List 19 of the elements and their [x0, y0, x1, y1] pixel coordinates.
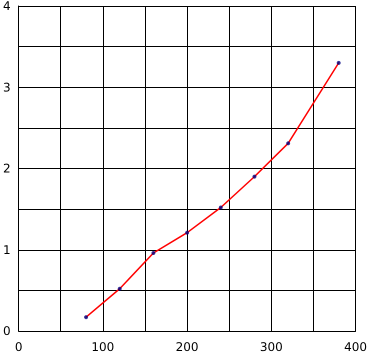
line-series: [85, 62, 340, 318]
point: [336, 60, 341, 65]
point: [151, 251, 156, 255]
x-tick-label: 200: [176, 340, 199, 354]
x-tick-label: 300: [260, 340, 283, 354]
point: [185, 230, 190, 235]
x-tick-label: 400: [344, 340, 367, 354]
y-tick-label: 1: [2, 242, 11, 257]
point: [252, 174, 256, 179]
point: [84, 315, 88, 320]
y-tick-label: 4: [2, 0, 11, 13]
y-tick-label: 0: [2, 324, 11, 338]
y-tick-label: 2: [2, 162, 11, 176]
point: [218, 206, 223, 210]
y-tick-label: 3: [2, 80, 11, 94]
x-tick-label: 0: [14, 340, 22, 354]
x-tick-label: 100: [91, 340, 114, 354]
point: [118, 286, 122, 291]
point: [286, 141, 290, 146]
